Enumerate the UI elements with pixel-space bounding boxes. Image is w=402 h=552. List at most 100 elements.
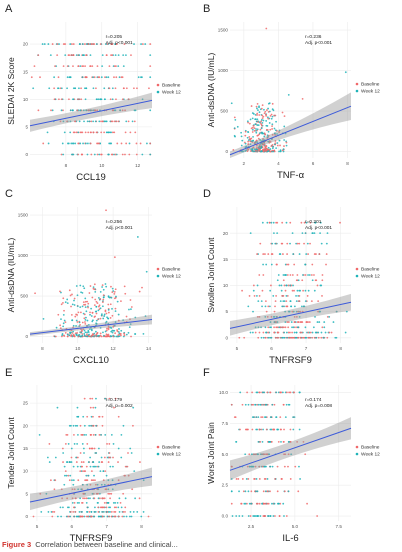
- y-tick-label: 20: [23, 42, 29, 47]
- data-point-week12: [78, 321, 81, 324]
- data-point-week12: [90, 329, 93, 332]
- data-point-baseline: [247, 140, 250, 143]
- data-point-baseline: [63, 309, 65, 312]
- data-point-baseline: [89, 406, 92, 409]
- data-point-week12: [51, 109, 54, 112]
- data-point-week12: [146, 142, 148, 145]
- data-point-baseline: [254, 453, 257, 456]
- data-point-week12: [112, 443, 115, 445]
- data-point-baseline: [83, 313, 86, 316]
- data-point-week12: [109, 465, 112, 468]
- data-point-baseline: [98, 433, 101, 436]
- data-point-week12: [98, 492, 101, 495]
- confidence-band: [230, 417, 351, 481]
- data-point-week12: [140, 43, 142, 45]
- data-point-week12: [84, 306, 87, 309]
- data-point-baseline: [92, 424, 95, 427]
- data-point-week12: [323, 321, 326, 323]
- data-point-week12: [118, 332, 121, 335]
- data-point-baseline: [56, 54, 59, 57]
- data-point-week12: [116, 300, 119, 303]
- data-point-week12: [62, 325, 65, 328]
- data-point-week12: [290, 321, 293, 323]
- data-point-week12: [69, 131, 72, 134]
- x-axis-title: CXCL10: [73, 355, 109, 366]
- data-point-week12: [262, 336, 265, 339]
- data-point-week12: [73, 304, 76, 306]
- data-point-baseline: [307, 336, 310, 339]
- data-point-baseline: [62, 302, 64, 304]
- data-point-baseline: [95, 483, 97, 486]
- data-point-baseline: [96, 492, 99, 495]
- data-point-baseline: [68, 98, 70, 101]
- data-point-week12: [238, 515, 241, 517]
- data-point-baseline: [264, 253, 266, 255]
- data-point-week12: [284, 321, 287, 323]
- data-point-week12: [111, 515, 114, 518]
- data-point-baseline: [102, 294, 105, 297]
- data-point-baseline: [262, 138, 264, 140]
- data-point-week12: [60, 109, 63, 112]
- data-point-baseline: [108, 492, 111, 495]
- data-point-baseline: [267, 331, 270, 334]
- data-point-week12: [236, 125, 239, 128]
- data-point-week12: [123, 515, 125, 518]
- data-point-week12: [75, 285, 78, 287]
- data-point-week12: [63, 319, 66, 322]
- data-point-week12: [260, 326, 262, 329]
- data-point-baseline: [250, 490, 253, 493]
- caption-text: Correlation between baseline and clinica…: [35, 540, 178, 549]
- data-point-week12: [86, 331, 88, 334]
- data-point-week12: [117, 54, 120, 57]
- data-point-week12: [72, 109, 74, 112]
- data-point-baseline: [93, 76, 96, 79]
- data-point-baseline: [262, 274, 265, 276]
- data-point-week12: [142, 332, 145, 335]
- data-point-baseline: [51, 43, 54, 45]
- data-point-week12: [90, 511, 93, 513]
- x-tick-label: 5: [36, 524, 39, 529]
- data-point-week12: [260, 127, 263, 130]
- data-point-baseline: [266, 502, 269, 505]
- data-point-week12: [48, 461, 51, 463]
- data-point-baseline: [283, 453, 285, 456]
- data-point-baseline: [273, 326, 275, 329]
- data-point-baseline: [298, 242, 301, 245]
- data-point-week12: [79, 142, 82, 145]
- data-point-baseline: [311, 336, 314, 339]
- stat-annotation: r=0.201: [305, 219, 322, 225]
- data-point-baseline: [115, 120, 118, 123]
- data-point-week12: [290, 305, 292, 308]
- data-point-week12: [269, 428, 272, 431]
- data-point-week12: [287, 403, 290, 406]
- data-point-week12: [270, 117, 273, 120]
- data-point-baseline: [101, 284, 104, 286]
- data-point-week12: [266, 136, 269, 139]
- data-point-week12: [140, 515, 143, 518]
- data-point-baseline: [77, 479, 80, 482]
- data-point-week12: [111, 329, 114, 332]
- data-point-week12: [149, 153, 152, 156]
- legend-marker-week12: [156, 274, 160, 278]
- data-point-baseline: [121, 515, 124, 518]
- data-point-baseline: [261, 104, 264, 107]
- data-point-baseline: [265, 147, 268, 150]
- data-point-baseline: [124, 153, 126, 156]
- data-point-week12: [298, 428, 301, 431]
- data-point-baseline: [130, 306, 133, 308]
- data-point-week12: [86, 319, 89, 322]
- data-point-baseline: [265, 27, 268, 30]
- data-point-week12: [92, 286, 95, 289]
- data-point-week12: [91, 320, 94, 323]
- data-point-week12: [241, 515, 244, 517]
- data-point-week12: [270, 263, 273, 266]
- data-point-week12: [83, 424, 86, 427]
- data-point-baseline: [115, 506, 118, 509]
- regression-line: [229, 105, 352, 156]
- data-point-week12: [50, 511, 53, 513]
- y-tick-label: 10: [23, 469, 29, 474]
- data-point-baseline: [93, 283, 96, 286]
- data-point-baseline: [310, 274, 313, 276]
- data-point-baseline: [244, 428, 247, 431]
